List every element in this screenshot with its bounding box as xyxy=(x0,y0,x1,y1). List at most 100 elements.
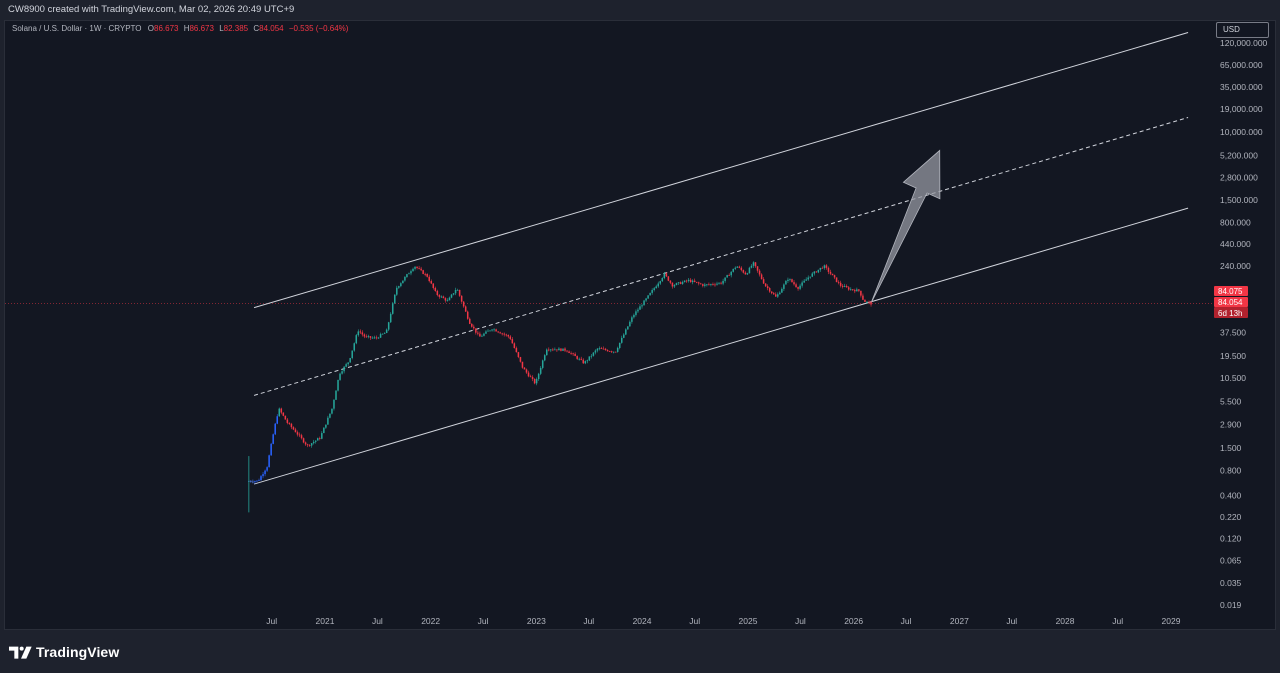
candle-body xyxy=(805,279,807,281)
candle-body xyxy=(440,296,443,298)
candle xyxy=(734,266,737,271)
candle-body xyxy=(685,280,688,282)
candle-body xyxy=(543,355,546,361)
candle xyxy=(468,317,471,325)
y-tick-label: 35,000.000 xyxy=(1220,82,1263,92)
candle xyxy=(282,412,285,417)
y-tick-label: 10,000.000 xyxy=(1220,127,1263,137)
x-tick-label: 2027 xyxy=(950,616,969,626)
candle-body xyxy=(858,289,860,291)
candle-body xyxy=(744,272,747,275)
candle xyxy=(606,349,609,352)
candle-body xyxy=(375,337,378,339)
candle xyxy=(543,354,546,362)
y-tick-label: 0.019 xyxy=(1220,600,1242,610)
tradingview-logo[interactable]: TradingView xyxy=(9,643,119,661)
candle xyxy=(302,437,305,444)
candle xyxy=(260,475,262,481)
candle-body xyxy=(728,275,730,276)
candle-body xyxy=(673,285,676,287)
candle xyxy=(442,295,445,299)
candle-body xyxy=(286,419,289,423)
candle xyxy=(272,433,274,445)
candle-body xyxy=(466,311,469,319)
candle-body xyxy=(625,329,627,335)
candle xyxy=(485,330,487,334)
candle-body xyxy=(799,285,801,289)
candles xyxy=(248,261,872,513)
candle-body xyxy=(347,362,349,365)
candle xyxy=(667,276,670,282)
candle xyxy=(288,422,291,425)
candle-body xyxy=(661,278,664,282)
candle xyxy=(416,266,418,270)
currency-button[interactable]: USD xyxy=(1216,22,1269,38)
candle xyxy=(685,279,688,283)
y-tick-label: 5,200.000 xyxy=(1220,151,1258,161)
candle-body xyxy=(795,284,797,288)
candle xyxy=(323,427,325,434)
candle xyxy=(586,359,589,364)
candle-body xyxy=(258,480,260,482)
candle-body xyxy=(335,390,337,400)
candle xyxy=(426,273,428,278)
candle-body xyxy=(310,443,313,446)
candle xyxy=(394,294,396,305)
candle xyxy=(310,442,313,448)
candle xyxy=(495,328,497,332)
candle-body xyxy=(365,336,368,338)
candle-body xyxy=(860,290,862,296)
chart-frame[interactable] xyxy=(4,20,1276,630)
candle xyxy=(756,266,759,273)
candle xyxy=(466,310,469,320)
symbol-label: Solana / U.S. Dollar · 1W · CRYPTO xyxy=(12,24,142,33)
candle xyxy=(742,269,745,274)
candle-body xyxy=(817,269,820,273)
candle xyxy=(777,292,779,298)
candle xyxy=(610,350,613,353)
y-tick-label: 800.000 xyxy=(1220,218,1251,228)
candle-body xyxy=(359,331,362,333)
candle-body xyxy=(541,360,544,368)
candle xyxy=(280,407,283,415)
candle xyxy=(270,442,272,456)
candle-body xyxy=(777,294,779,297)
candle-body xyxy=(647,295,649,299)
candle-body xyxy=(665,273,668,277)
candle-body xyxy=(256,480,258,482)
x-tick-label: Jul xyxy=(689,616,700,626)
candle-body xyxy=(357,331,360,336)
candle xyxy=(781,287,783,293)
candle xyxy=(612,351,615,354)
candle xyxy=(868,300,870,305)
candle-body xyxy=(768,288,771,292)
candle-body xyxy=(639,306,641,310)
candle-body xyxy=(833,275,836,278)
candle-body xyxy=(578,358,580,360)
candle-body xyxy=(270,443,272,456)
candle-body xyxy=(787,279,789,281)
candle-body xyxy=(460,295,463,302)
candle-body xyxy=(331,408,333,414)
candle xyxy=(545,348,548,356)
candle xyxy=(481,334,483,337)
candle xyxy=(643,299,645,306)
candle xyxy=(548,347,550,352)
candle xyxy=(657,281,660,288)
candle xyxy=(355,333,358,345)
candle-body xyxy=(325,424,327,428)
candle-body xyxy=(562,348,564,351)
price-label-bg xyxy=(1214,297,1248,307)
candle xyxy=(762,277,765,285)
candle xyxy=(661,277,664,283)
candle xyxy=(629,320,631,327)
candle xyxy=(414,266,416,271)
candle xyxy=(456,288,459,291)
candle-body xyxy=(645,298,647,301)
candle xyxy=(862,293,864,301)
candle-body xyxy=(843,286,846,287)
candle xyxy=(829,269,832,276)
candle xyxy=(505,333,508,337)
candle xyxy=(341,369,343,375)
